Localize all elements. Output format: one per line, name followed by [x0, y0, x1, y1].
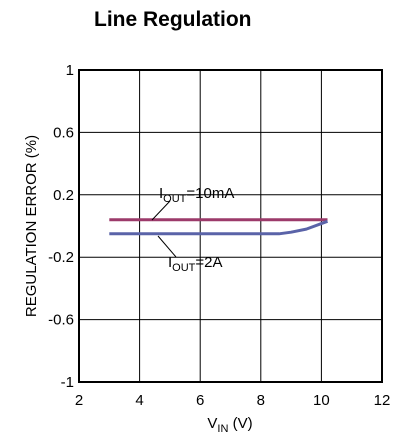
- y-tick-label: -0.2: [48, 249, 74, 266]
- y-tick-label: 0.2: [53, 187, 74, 204]
- x-axis-label: VIN (V): [207, 415, 252, 435]
- x-tick-label: 12: [374, 392, 391, 409]
- y-axis-label: REGULATION ERROR (%): [23, 135, 40, 317]
- y-tick-label: -0.6: [48, 312, 74, 329]
- x-tick-labels: 2 4 6 8 10 12: [75, 392, 391, 409]
- plot-frame: [78, 69, 383, 383]
- grid: [78, 69, 383, 383]
- series-line-2a: [109, 219, 329, 236]
- x-tick-label: 6: [196, 392, 204, 409]
- annotation-leader-2a: [157, 235, 177, 258]
- annotation-leader-10ma: [151, 200, 171, 221]
- x-tick-label: 4: [135, 392, 143, 409]
- y-tick-label: 0.6: [53, 124, 74, 141]
- x-tick-label: 10: [313, 392, 330, 409]
- x-tick-label: 2: [75, 392, 83, 409]
- annotation-2a: IOUT=2A: [168, 254, 223, 274]
- y-tick-label: -1: [61, 374, 74, 391]
- x-tick-label: 8: [257, 392, 265, 409]
- annotation-10ma: IOUT=10mA: [159, 185, 234, 205]
- annotation-layer: IOUT=10mA IOUT=2A: [151, 185, 234, 274]
- series-layer: [109, 218, 329, 236]
- chart-title: Line Regulation: [94, 8, 252, 31]
- y-tick-labels: 1 0.6 0.2 -0.2 -0.6 -1: [48, 62, 74, 391]
- y-tick-label: 1: [66, 62, 74, 79]
